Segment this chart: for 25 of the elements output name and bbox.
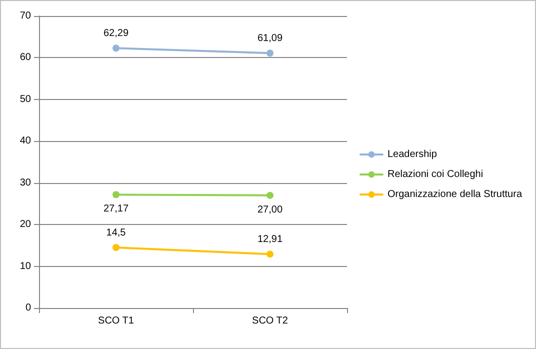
y-tick-label: 30 [20,177,32,188]
y-tick-label: 50 [20,94,32,105]
point [266,50,274,57]
point [112,244,120,252]
y-tick-label: 70 [20,10,32,22]
data-label: 27,00 [257,204,283,216]
x-tick-label: SCO T1 [98,316,134,326]
legend-label: Leadership [387,149,438,160]
y-tick-label: 60 [20,52,32,64]
point [266,192,274,199]
legend-label: Organizzazione della Struttura [387,189,522,200]
x-tick-label: SCO T2 [252,316,288,326]
point [112,191,120,198]
data-label: 61,09 [257,33,283,44]
y-tick-label: 40 [20,136,32,147]
y-tick-label: 0 [25,302,32,314]
data-label: 12,91 [257,234,283,246]
point [266,250,274,258]
point [112,44,120,52]
data-label: 14,5 [106,228,126,239]
data-label: 62,29 [103,28,129,40]
data-label: 27,17 [103,204,129,215]
legend-label: Relazioni coi Colleghi [387,169,484,180]
y-tick-label: 10 [20,260,32,272]
y-tick-label: 20 [20,219,32,230]
